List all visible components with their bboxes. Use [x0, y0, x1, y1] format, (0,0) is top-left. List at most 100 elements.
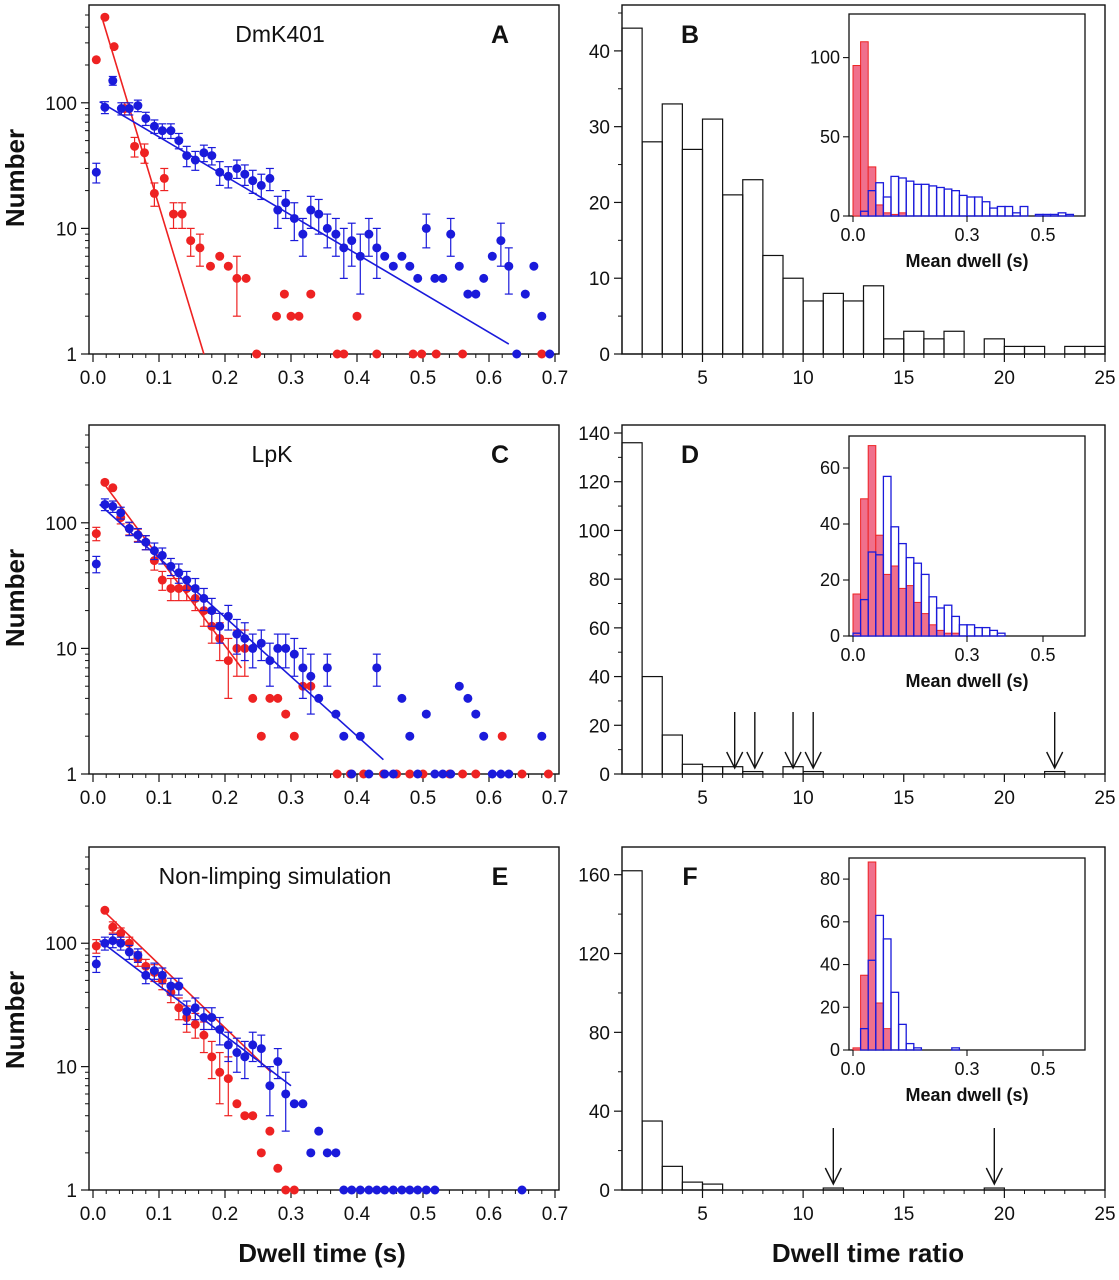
panel-C: 0.0 0.1 0.2 0.3 0.4 0.5 0.6 0.7 1 10 100 LpK C 5 10 15 2…: [45, 424, 1115, 809]
data-point-red: [205, 261, 215, 271]
data-point-blue: [517, 1185, 527, 1195]
x-tick-label: 0.0: [80, 368, 106, 389]
data-point-blue: [364, 1185, 374, 1195]
inset-bar-red: [936, 629, 945, 637]
hist-bar: [681, 763, 704, 775]
data-point-red: [139, 148, 149, 158]
data-point-blue: [405, 731, 415, 741]
hist-bar: [762, 254, 784, 355]
data-point-red: [169, 209, 179, 219]
data-point-red: [517, 769, 527, 779]
data-point-red: [130, 141, 140, 151]
data-point-red: [431, 349, 441, 359]
data-point-blue: [133, 530, 143, 540]
data-point-red: [339, 349, 349, 359]
data-point-blue: [182, 575, 192, 585]
y-tick-label: 0: [599, 765, 610, 786]
x-tick-label: 0.0: [80, 788, 106, 809]
data-point-blue: [182, 151, 192, 161]
inset-bar-blue: [890, 991, 900, 1051]
x-tick-label: 15: [893, 788, 914, 809]
hist-bar: [722, 766, 744, 775]
data-point-red: [190, 1019, 200, 1029]
x-tick-label: 0.4: [344, 1204, 371, 1225]
inset-bar-red: [852, 593, 862, 637]
data-point-blue: [314, 209, 324, 219]
data-point-blue: [413, 1185, 423, 1195]
inset-x-tick-label: 0.5: [1030, 225, 1055, 245]
data-point-blue: [281, 1089, 291, 1099]
data-point-blue: [215, 621, 225, 631]
hist-bar: [641, 675, 663, 775]
x-tick-label: 0.4: [344, 368, 371, 389]
x-tick-label: 0.1: [146, 1204, 172, 1225]
x-tick-label: 5: [697, 788, 708, 809]
data-point-blue: [141, 537, 151, 547]
x-tick-label: 0.4: [344, 788, 371, 809]
data-point-blue: [421, 1185, 431, 1195]
data-point-red: [100, 12, 110, 22]
data-point-blue: [545, 349, 555, 359]
data-point-red: [256, 731, 266, 741]
y-tick-label: 30: [589, 118, 610, 139]
inset-y-tick-label: 50: [820, 127, 840, 147]
y-tick-label: 100: [45, 934, 77, 955]
hist-bar: [1064, 345, 1086, 355]
data-point-red: [271, 311, 281, 321]
data-point-blue: [108, 76, 118, 86]
y-tick-label: 20: [589, 716, 610, 737]
y-tick-label: 80: [589, 570, 610, 591]
inset-bar-red: [860, 498, 869, 637]
data-point-red: [265, 1126, 275, 1136]
data-point-blue: [248, 176, 258, 186]
arrow-head: [746, 751, 764, 770]
data-point-blue: [380, 1185, 390, 1195]
data-point-blue: [133, 950, 143, 960]
fit-line-red: [102, 909, 272, 1073]
x-tick-label: 0.1: [146, 368, 172, 389]
data-point-red: [149, 556, 159, 566]
data-point-red: [240, 1111, 250, 1121]
data-point-blue: [91, 959, 101, 969]
data-point-red: [100, 905, 110, 915]
hist-bar: [621, 870, 643, 1191]
x-tick-label: 25: [1094, 368, 1115, 389]
data-point-blue: [149, 121, 159, 131]
data-point-red: [279, 289, 289, 299]
data-point-blue: [124, 524, 134, 534]
hist-bar: [661, 734, 683, 775]
y-tick-label: 20: [589, 193, 610, 214]
data-point-red: [248, 693, 258, 703]
data-point-blue: [240, 169, 250, 179]
data-point-red: [405, 769, 415, 779]
data-point-blue: [463, 693, 473, 703]
data-point-blue: [215, 167, 225, 177]
inset-y-tick-label: 60: [820, 912, 840, 932]
data-point-blue: [347, 236, 357, 246]
data-point-red: [195, 243, 205, 253]
data-point-blue: [479, 731, 489, 741]
data-point-blue: [537, 731, 547, 741]
data-point-blue: [471, 289, 481, 299]
y-tick-label: 100: [578, 521, 610, 542]
arrow-head: [985, 1167, 1003, 1186]
data-point-blue: [116, 508, 126, 518]
data-point-blue: [355, 1185, 365, 1195]
data-point-blue: [463, 289, 473, 299]
inset-bar-red: [928, 624, 938, 637]
data-point-red: [352, 311, 362, 321]
data-point-blue: [207, 151, 217, 161]
data-point-red: [289, 1185, 299, 1195]
data-point-blue: [256, 638, 266, 648]
panel-letter: B: [681, 21, 699, 49]
data-point-blue: [273, 205, 283, 215]
data-point-blue: [166, 981, 176, 991]
x-tick-label: 15: [893, 368, 914, 389]
data-point-blue: [100, 499, 110, 509]
data-point-blue: [496, 236, 506, 246]
data-point-blue: [240, 1052, 250, 1062]
data-point-blue: [413, 769, 423, 779]
hist-bar: [862, 285, 885, 355]
inset-y-tick-label: 0: [830, 1040, 840, 1060]
data-point-red: [91, 941, 101, 951]
